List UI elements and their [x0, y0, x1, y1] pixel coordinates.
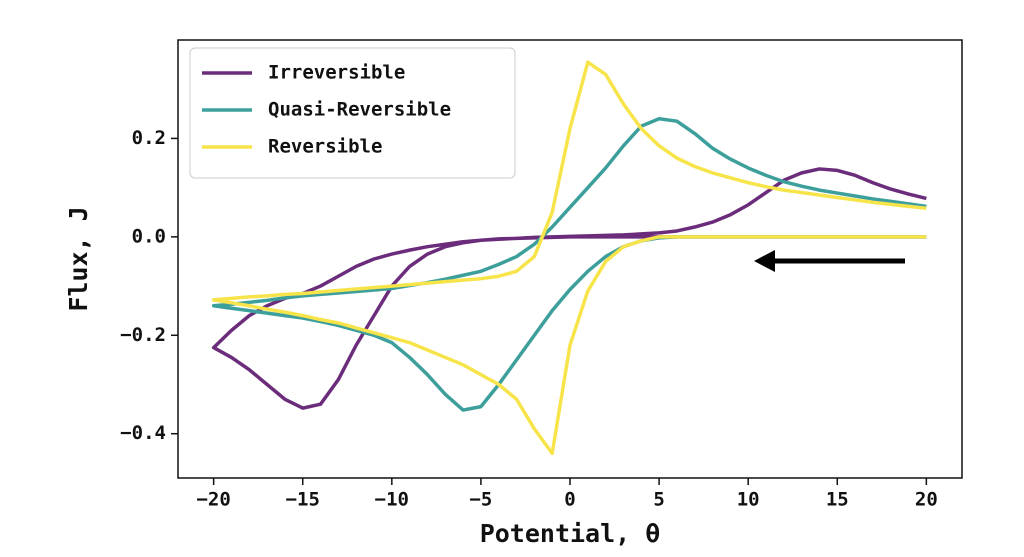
y-tick-label: −0.4: [120, 422, 166, 444]
x-tick-label: −5: [469, 489, 492, 511]
x-tick-label: −10: [375, 489, 409, 511]
y-tick-label: 0.0: [132, 225, 166, 247]
series-line: [211, 60, 927, 456]
legend-label: Reversible: [268, 136, 382, 158]
axes: −20 −15 −10 −5 0 5 10 15 20 −0.4 −0.2 0.0 0.2: [120, 127, 938, 511]
legend: Irreversible Quasi-Reversible Reversible: [189, 47, 516, 179]
x-tick-label: −20: [196, 489, 230, 511]
x-tick-label: 5: [653, 489, 664, 511]
legend-label: Quasi-Reversible: [268, 99, 451, 121]
y-axis-label: Flux, J: [64, 206, 93, 311]
legend-label: Irreversible: [268, 62, 405, 84]
x-tick-label: 0: [564, 489, 575, 511]
y-tick-label: 0.2: [132, 127, 166, 149]
lines: [211, 60, 927, 456]
x-tick-label: 15: [826, 489, 849, 511]
y-tick-label: −0.2: [120, 324, 166, 346]
x-tick-label: −15: [286, 489, 320, 511]
x-tick-label: 10: [737, 489, 760, 511]
arrow-head: [754, 250, 775, 272]
x-tick-label: 20: [915, 489, 938, 511]
legend-box: [189, 47, 516, 179]
x-axis-label: Potential, θ: [480, 519, 661, 548]
